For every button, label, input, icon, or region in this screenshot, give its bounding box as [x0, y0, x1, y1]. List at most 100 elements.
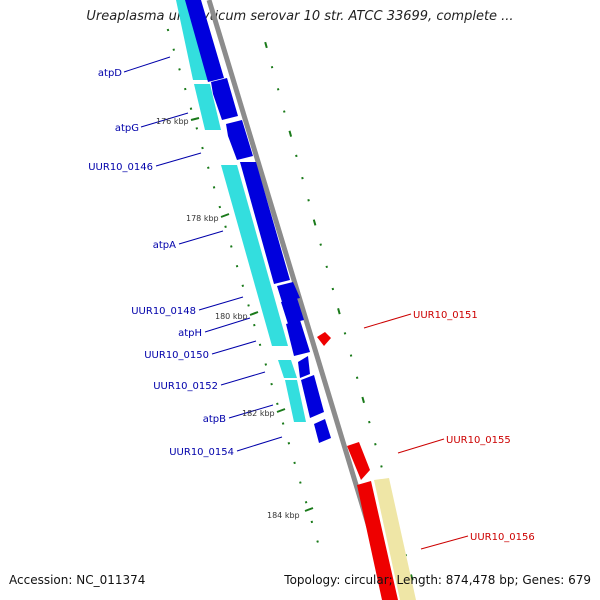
major-tick-mark [361, 396, 365, 404]
gene-label-UUR10_0148[interactable]: UUR10_0148 [131, 306, 196, 317]
label-leader-UUR10_0156 [420, 535, 469, 550]
gene-label-UUR10_0151[interactable]: UUR10_0151 [413, 310, 478, 321]
scale-leader-182 [276, 408, 286, 413]
label-leader-atpB [228, 404, 274, 419]
atpG-gene-bar [194, 84, 221, 130]
atpB-gene-bar [285, 380, 306, 422]
accession-label: Accession: NC_011374 [9, 573, 146, 587]
minor-tick-mark [235, 264, 239, 268]
minor-tick-mark [380, 465, 383, 468]
scale-labels: 176 kbp 178 kbp 180 kbp 182 kbp 184 kbp [156, 117, 314, 520]
gene-label-UUR10_0156[interactable]: UUR10_0156 [470, 532, 535, 543]
minor-tick-mark [253, 323, 256, 327]
minor-tick-mark [218, 205, 222, 209]
label-leader-UUR10_0154 [236, 436, 283, 452]
atpG-cds-arrow [211, 78, 238, 120]
UUR10_0151-cds-arrow [317, 332, 331, 346]
minor-tick-mark [276, 88, 280, 91]
scale-label-180kbp: 180 kbp [215, 312, 248, 321]
minor-tick-mark [301, 176, 304, 180]
label-leader-atpG [140, 112, 189, 128]
minor-tick-mark [295, 154, 298, 158]
minor-tick-mark [299, 481, 302, 484]
minor-tick-mark [316, 540, 319, 543]
gene-label-atpB[interactable]: atpB [203, 414, 226, 425]
UUR10_0154-cds-arrow [314, 419, 331, 443]
label-leader-UUR10_0152 [220, 371, 266, 386]
tick-marks-layer [166, 28, 414, 581]
scale-leader-176 [190, 117, 200, 121]
minor-tick-mark [166, 28, 170, 32]
UUR10_0152-cds-arrow [298, 356, 310, 378]
genome-summary-label: Topology: circular; Length: 874,478 bp; … [284, 573, 591, 587]
minor-tick-mark [307, 199, 310, 202]
gene-label-atpH[interactable]: atpH [178, 328, 202, 339]
minor-tick-mark [258, 343, 262, 347]
scale-leader-184 [304, 507, 314, 512]
gene-label-UUR10_0155[interactable]: UUR10_0155 [446, 435, 511, 446]
atpA-gene-bar [221, 165, 288, 346]
UUR10_0148-cds-arrow [277, 282, 300, 302]
label-leader-atpD [123, 56, 171, 73]
major-tick-mark [264, 41, 268, 49]
gene-label-UUR10_0146[interactable]: UUR10_0146 [88, 162, 153, 173]
label-leader-UUR10_0148 [198, 296, 244, 311]
minor-tick-mark [368, 420, 371, 424]
scale-label-182kbp: 182 kbp [242, 409, 275, 418]
gene-label-UUR10_0154[interactable]: UUR10_0154 [169, 447, 234, 458]
forward-strand-features [317, 332, 416, 600]
minor-tick-mark [374, 443, 377, 446]
label-leader-UUR10_0155 [397, 438, 445, 454]
label-leader-UUR10_0151 [363, 313, 412, 329]
gene-label-atpD[interactable]: atpD [98, 68, 122, 79]
scale-leader-178 [220, 213, 230, 218]
minor-tick-mark [241, 284, 245, 288]
minor-tick-mark [224, 225, 227, 228]
scale-label-184kbp: 184 kbp [267, 511, 300, 520]
gene-label-UUR10_0150[interactable]: UUR10_0150 [144, 350, 209, 361]
major-tick-mark [410, 574, 414, 581]
minor-tick-mark [287, 441, 291, 445]
gene-label-UUR10_0152[interactable]: UUR10_0152 [153, 381, 218, 392]
label-leader-atpA [178, 230, 224, 245]
scale-leader-180 [249, 311, 259, 316]
atpD-cds-arrow [185, 0, 224, 82]
forward-gene-labels: UUR10_0151 UUR10_0155 UUR10_0156 [363, 310, 535, 550]
gene-label-atpG[interactable]: atpG [115, 123, 139, 134]
UUR10_0155-cds-arrow [347, 442, 370, 480]
minor-tick-mark [212, 186, 216, 189]
UUR10_0146-cds-arrow [226, 120, 253, 160]
minor-tick-mark [270, 382, 273, 386]
minor-tick-mark [184, 87, 187, 91]
minor-tick-mark [189, 107, 193, 110]
scale-label-178kbp: 178 kbp [186, 214, 219, 223]
minor-tick-mark [331, 287, 335, 291]
minor-tick-mark [195, 127, 199, 130]
UUR10_0156-gene-bar [374, 478, 416, 600]
atpH-cds-arrow [281, 298, 304, 324]
major-tick-mark [288, 130, 293, 137]
label-leader-UUR10_0146 [155, 152, 202, 167]
label-leader-UUR10_0150 [211, 340, 257, 355]
minor-tick-mark [264, 363, 268, 366]
reverse-strand-features [176, 0, 331, 443]
minor-tick-mark [201, 146, 204, 150]
UUR10_0152-gene-bar [278, 360, 297, 378]
minor-tick-mark [247, 304, 250, 307]
major-tick-mark [337, 308, 341, 315]
minor-tick-mark [310, 520, 314, 524]
major-tick-mark [312, 219, 317, 226]
atpD-gene-bar [176, 0, 209, 80]
minor-tick-mark [207, 166, 210, 170]
minor-tick-mark [343, 332, 347, 335]
minor-tick-mark [304, 500, 308, 504]
reverse-gene-labels: atpD atpG UUR10_0146 atpA UUR10_0148 atp… [88, 56, 283, 458]
minor-tick-mark [319, 243, 322, 246]
minor-tick-mark [325, 265, 328, 269]
gene-label-atpA[interactable]: atpA [153, 240, 176, 251]
atpA-cds-arrow [240, 162, 290, 284]
scale-label-176kbp: 176 kbp [156, 117, 189, 126]
minor-tick-mark [283, 110, 286, 113]
UUR10_0150-cds-arrow [286, 320, 310, 356]
